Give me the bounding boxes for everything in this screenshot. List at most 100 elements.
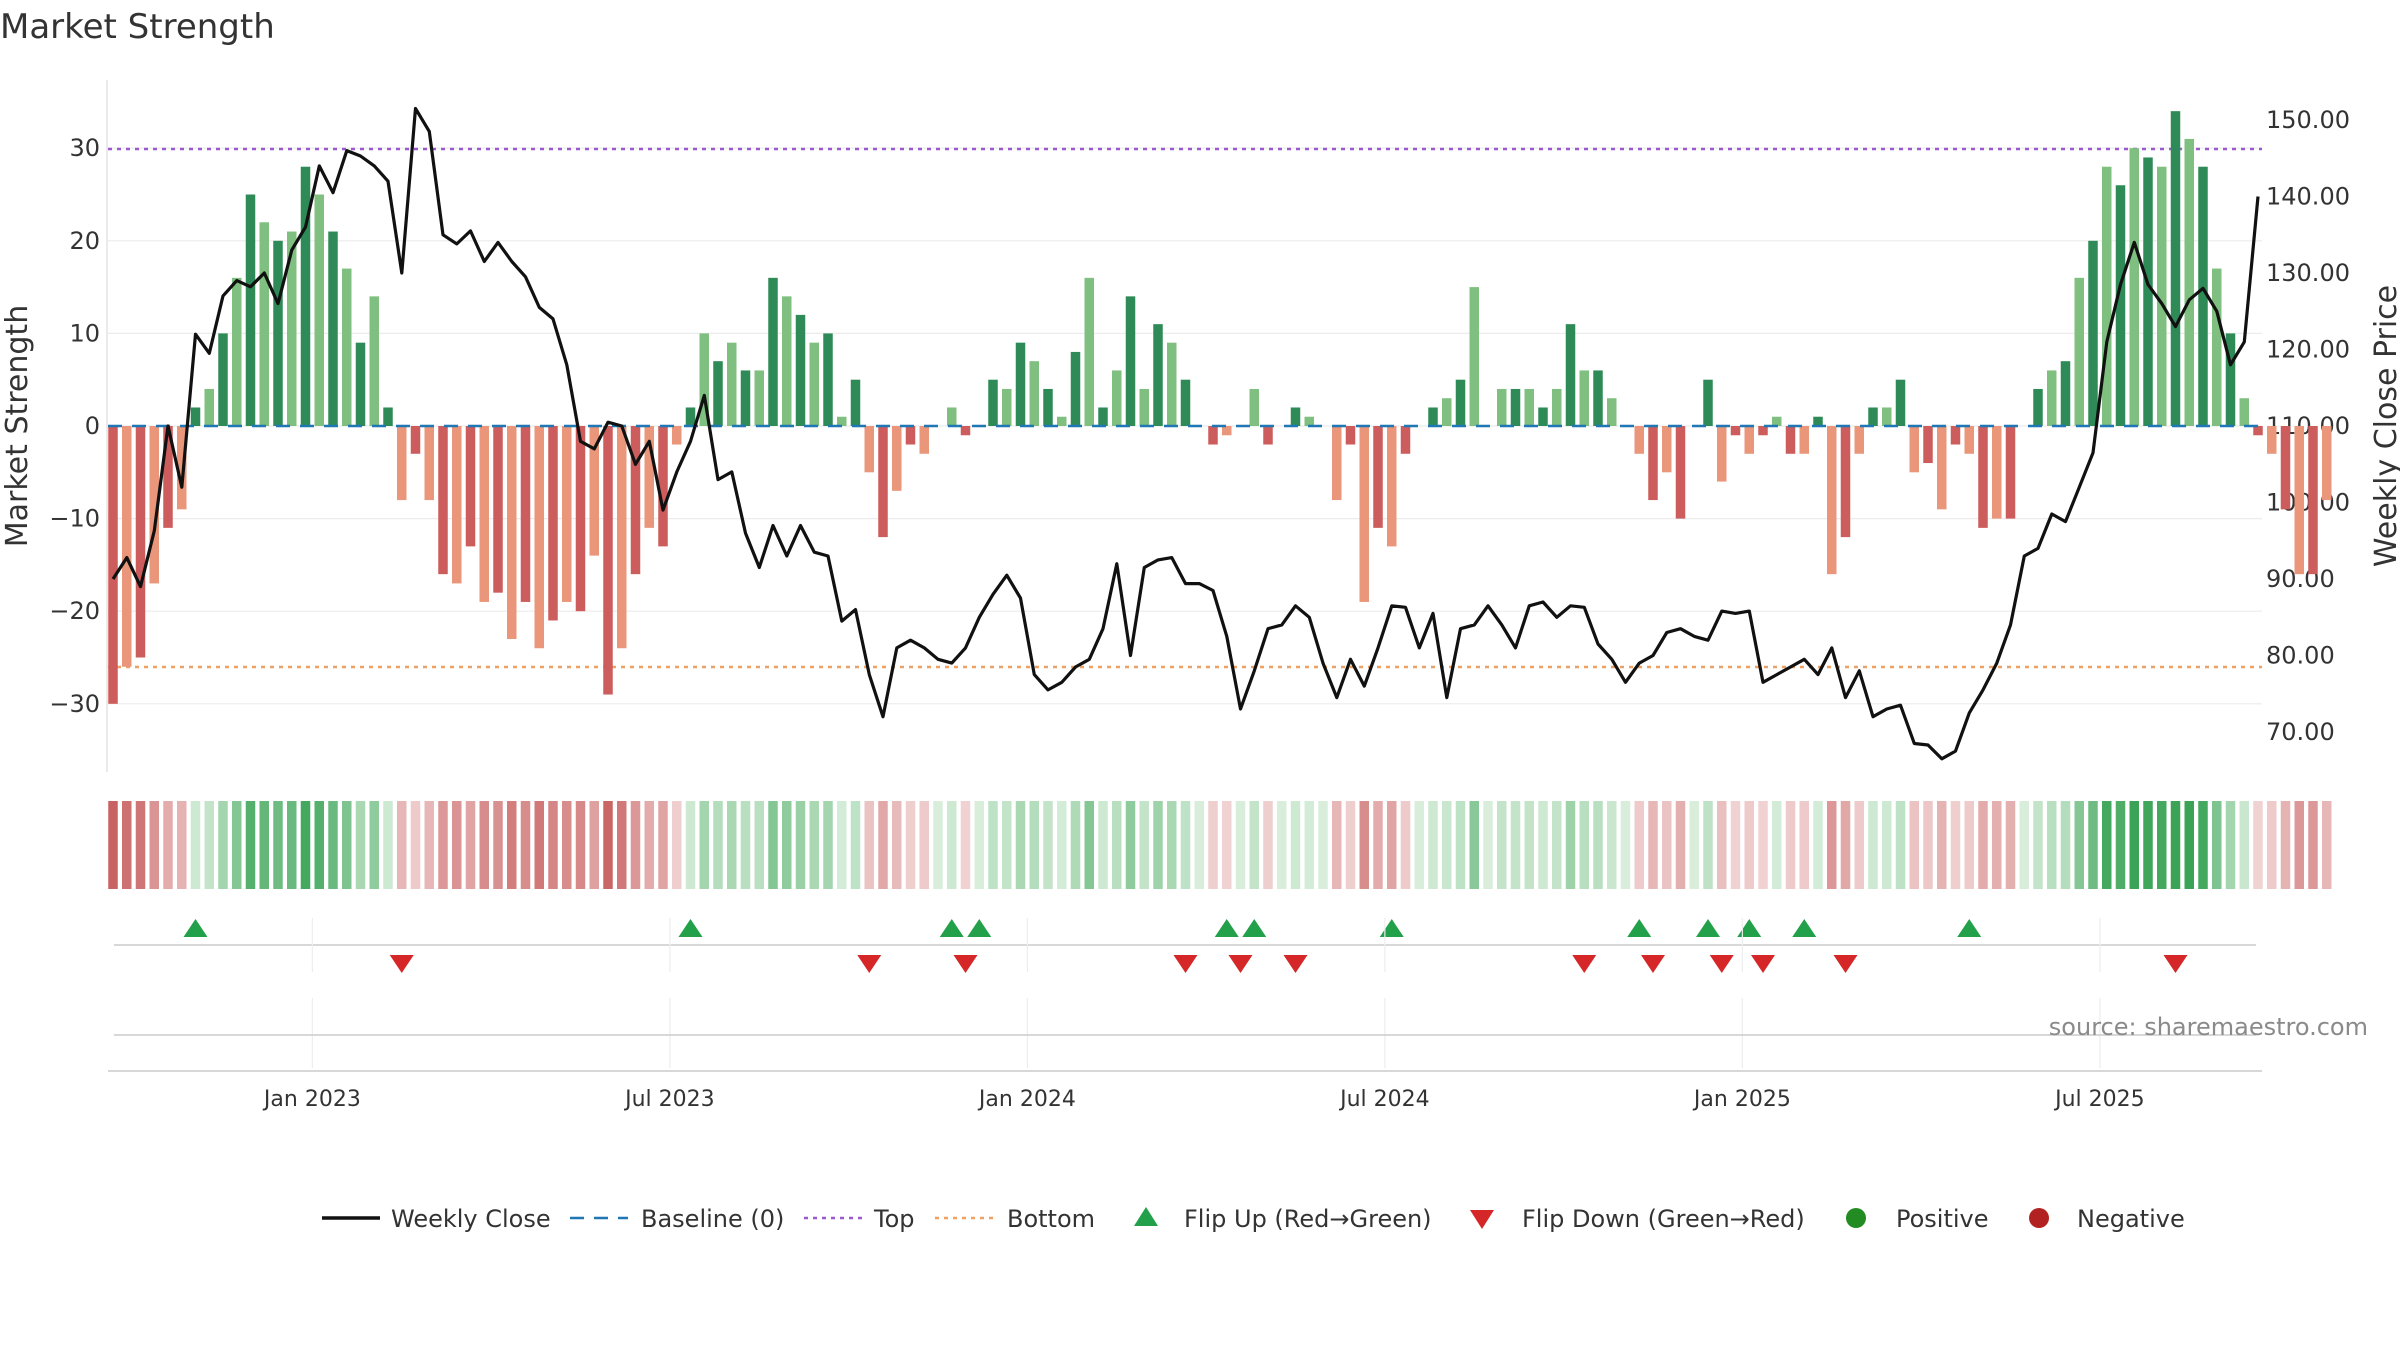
right-axis: 70.0080.0090.00100.00110.00120.00130.001… [2266,106,2350,746]
strip-cell [1469,801,1479,889]
legend-label: Flip Down (Green→Red) [1522,1205,1805,1233]
strength-bar [204,388,214,426]
strip-cell [2294,801,2304,889]
strength-bar [754,370,764,426]
strip-cell [1565,801,1576,889]
strength-bar [2060,361,2071,426]
legend-label: Weekly Close [391,1205,551,1233]
strength-bar [630,426,641,575]
strength-bar [1579,370,1589,426]
strip-cell [672,801,682,889]
strength-bar [1469,287,1479,426]
strip-cell [740,801,751,889]
strength-bar [1070,351,1081,426]
strength-bar [1538,407,1548,426]
strip-cell [149,801,159,889]
flip-down-marker [1641,955,1665,973]
strength-bar [2033,388,2043,426]
strength-bar [2294,426,2304,575]
strip-cell [1112,801,1122,889]
strength-bar [328,231,338,426]
flip-up-marker [967,919,992,937]
strip-cell [1442,801,1452,889]
strength-bar [1799,426,1809,454]
strength-bar [1744,426,1754,454]
strength-bar [507,426,517,639]
left-axis: −30 −20 −10 0 10 20 30 [49,80,108,772]
strip-cell [122,801,132,889]
strip-cell [2088,801,2098,889]
strength-bar [1497,388,1507,426]
strip-cell [1070,801,1081,889]
strip-cell [163,801,173,889]
strength-bar [1153,324,1163,426]
strip-cell [933,801,943,889]
strength-bar [1717,426,1727,482]
strip-cell [575,801,586,889]
strip-cell [685,801,696,889]
strip-cell [1799,801,1809,889]
strip-cell [2019,801,2029,889]
strip-cell [1304,801,1314,889]
strength-bar [644,426,654,528]
flip-down-marker [1833,955,1858,973]
strength-bar [1868,407,1878,426]
strip-cell [2033,801,2043,889]
strength-bar [727,342,737,426]
flip-up-marker [678,919,703,937]
flip-up-marker [1627,919,1652,937]
strip-cell [245,801,256,889]
strip-cell [520,801,531,889]
strip-cell [1510,801,1521,889]
strip-cell [1717,801,1727,889]
strength-bar [1923,426,1933,464]
strip-cell [204,801,214,889]
strip-cell [2253,801,2263,889]
strip-cell [1222,801,1232,889]
strength-bar [1373,426,1383,528]
strip-cell [1978,801,1988,889]
strength-bar [1222,426,1232,436]
strip-cell [1730,801,1741,889]
strength-bar [218,333,228,426]
strip-cell [259,801,269,889]
flip-down-marker [1173,955,1198,973]
left-tick-label: −30 [49,690,100,718]
right-tick-label: 120.00 [2266,336,2350,364]
strip-cell [452,801,462,889]
flip-down-marker [1228,955,1253,973]
strip-cell [1497,801,1507,889]
strip-cell [287,801,297,889]
strength-bar [795,314,806,426]
legend-swatch-negative [2029,1208,2049,1228]
strength-bar [108,426,118,704]
strip-cell [1249,801,1259,889]
strength-bar [1084,277,1094,426]
flip-up-marker [1696,919,1720,937]
strength-bar [520,426,531,602]
strength-bar [589,426,599,556]
strip-cell [1098,801,1108,889]
strip-cell [1483,801,1493,889]
strength-bar [617,426,627,649]
strength-bar [1854,426,1864,454]
x-tick-label: Jul 2024 [1338,1087,1430,1112]
strip-cell [878,801,888,889]
strip-cell [479,801,489,889]
strip-cell [782,801,792,889]
right-tick-label: 70.00 [2266,718,2335,746]
strip-cell [1813,801,1823,889]
strip-cell [837,801,847,889]
strip-cell [410,801,421,889]
strip-cell [2074,801,2084,889]
legend-swatch-positive [1846,1208,1866,1228]
strip-cell [1648,801,1658,889]
strength-bar [905,426,916,445]
strip-cell [548,801,558,889]
flip-down-marker [1572,955,1597,973]
flip-markers [114,919,2256,973]
strip-cell [864,801,874,889]
strip-cell [1909,801,1919,889]
strength-bar [369,296,379,426]
